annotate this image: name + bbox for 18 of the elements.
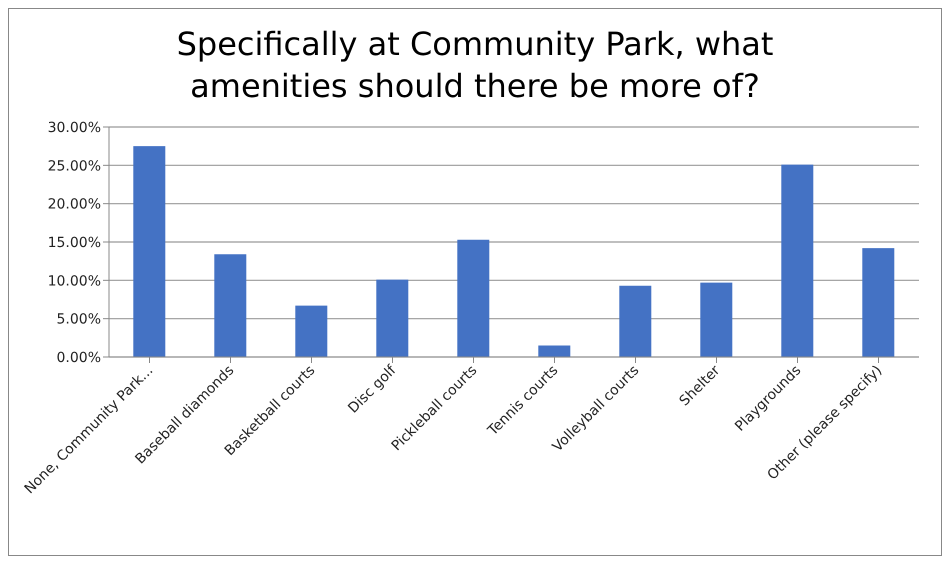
bar xyxy=(700,282,732,357)
y-tick-label: 10.00% xyxy=(48,273,101,290)
bar xyxy=(457,240,490,357)
bar xyxy=(295,306,328,357)
y-tick-label: 30.00% xyxy=(48,120,101,136)
bar xyxy=(214,254,246,357)
bar xyxy=(781,164,814,357)
y-tick-label: 20.00% xyxy=(48,196,101,213)
chart-title: Specifically at Community Park, what amenities should there be more of? xyxy=(176,24,774,107)
bar xyxy=(862,248,894,357)
y-tick-label: 5.00% xyxy=(56,312,101,328)
y-tick-label: 15.00% xyxy=(48,234,101,251)
bar xyxy=(538,346,570,357)
y-tick-label: 0.00% xyxy=(56,350,101,366)
bar xyxy=(376,280,408,357)
bar xyxy=(619,286,652,357)
bar xyxy=(133,146,166,357)
y-tick-label: 25.00% xyxy=(48,158,101,174)
